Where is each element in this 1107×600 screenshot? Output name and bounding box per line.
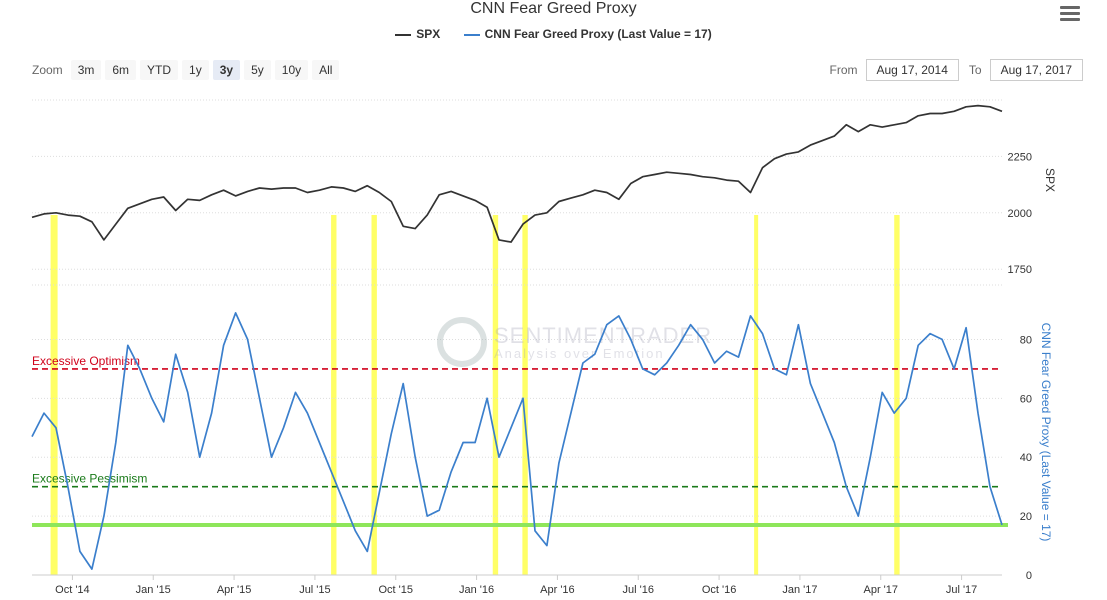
- legend-item-spx[interactable]: SPX: [395, 27, 440, 41]
- x-tick-label: Apr '16: [540, 584, 575, 596]
- x-tick-label: Apr '15: [217, 584, 252, 596]
- from-date-input[interactable]: Aug 17, 2014: [865, 59, 959, 81]
- zoom-button-5y[interactable]: 5y: [244, 60, 271, 80]
- fear-greed-line: [31, 312, 1003, 570]
- from-label: From: [829, 63, 858, 77]
- legend-swatch-fear-greed: [463, 33, 480, 36]
- series-lines: [31, 104, 1003, 570]
- x-tick-label: Apr '17: [863, 584, 898, 596]
- hamburger-menu-icon[interactable]: [1060, 6, 1080, 24]
- x-tick-label: Jan '16: [459, 584, 494, 596]
- x-tick-label: Oct '14: [55, 584, 90, 596]
- spx-tick-label: 1750: [1008, 264, 1032, 276]
- zoom-button-10y[interactable]: 10y: [274, 60, 309, 80]
- spx-axis-title: SPX: [1043, 168, 1057, 192]
- highlight-band-6: [894, 215, 900, 575]
- legend-label-fear-greed: CNN Fear Greed Proxy (Last Value = 17): [484, 27, 712, 41]
- zoom-button-all[interactable]: All: [312, 60, 340, 80]
- zoom-button-3m[interactable]: 3m: [70, 60, 102, 80]
- zoom-controls: Zoom 3m 6m YTD 1y 3y 5y 10y All: [32, 60, 341, 80]
- highlight-band-3: [492, 215, 499, 575]
- highlight-band-1: [331, 215, 337, 575]
- legend-swatch-spx: [395, 33, 412, 36]
- fg-tick-label: 20: [1020, 511, 1032, 523]
- fg-tick-label: 40: [1020, 452, 1032, 464]
- optimism-label: Excessive Optimism: [32, 354, 140, 368]
- fg-axis-title: CNN Fear Greed Proxy (Last Value = 17): [1039, 323, 1053, 542]
- fg-tick-label: 60: [1020, 393, 1032, 405]
- highlight-bands: [50, 215, 900, 575]
- x-tick-label: Oct '15: [378, 584, 413, 596]
- zoom-label: Zoom: [32, 63, 63, 77]
- x-tick-label: Jan '17: [782, 584, 817, 596]
- zoom-button-1y[interactable]: 1y: [182, 60, 209, 80]
- watermark: SENTIMENTRADER Analysis over Emotion: [437, 317, 711, 367]
- highlight-band-2: [371, 215, 377, 575]
- spx-tick-label: 2000: [1008, 208, 1032, 220]
- watermark-tagline: Analysis over Emotion: [494, 346, 665, 361]
- fg-tick-label: 80: [1020, 334, 1032, 346]
- spx-line: [31, 104, 1003, 243]
- zoom-button-ytd[interactable]: YTD: [140, 60, 179, 80]
- highlight-band-4: [522, 215, 528, 575]
- x-tick-label: Jul '16: [623, 584, 654, 596]
- fg-tick-label: 0: [1026, 570, 1032, 582]
- highlight-band-0: [50, 215, 58, 575]
- date-range: From Aug 17, 2014 To Aug 17, 2017: [829, 59, 1083, 81]
- x-tick-label: Jan '15: [136, 584, 171, 596]
- watermark-logo-icon: [437, 317, 487, 367]
- reference-lines: Excessive Optimism Excessive Pessimism: [32, 354, 1008, 527]
- legend: SPX CNN Fear Greed Proxy (Last Value = 1…: [0, 27, 1107, 41]
- axes: Oct '14 Jan '15 Apr '15 Jul '15 Oct '15 Jan '…: [32, 151, 1057, 596]
- to-label: To: [968, 63, 982, 77]
- legend-item-fear-greed[interactable]: CNN Fear Greed Proxy (Last Value = 17): [463, 27, 712, 41]
- chart-title: CNN Fear Greed Proxy: [470, 0, 637, 17]
- highlight-band-5: [754, 215, 759, 575]
- to-date-input[interactable]: Aug 17, 2017: [989, 59, 1083, 81]
- x-tick-label: Jul '17: [946, 584, 977, 596]
- x-tick-label: Oct '16: [702, 584, 737, 596]
- pessimism-label: Excessive Pessimism: [32, 472, 147, 486]
- x-tick-label: Jul '15: [299, 584, 330, 596]
- spx-tick-label: 2250: [1008, 151, 1032, 163]
- zoom-button-6m[interactable]: 6m: [105, 60, 137, 80]
- zoom-button-3y[interactable]: 3y: [212, 60, 241, 80]
- legend-label-spx: SPX: [416, 27, 441, 41]
